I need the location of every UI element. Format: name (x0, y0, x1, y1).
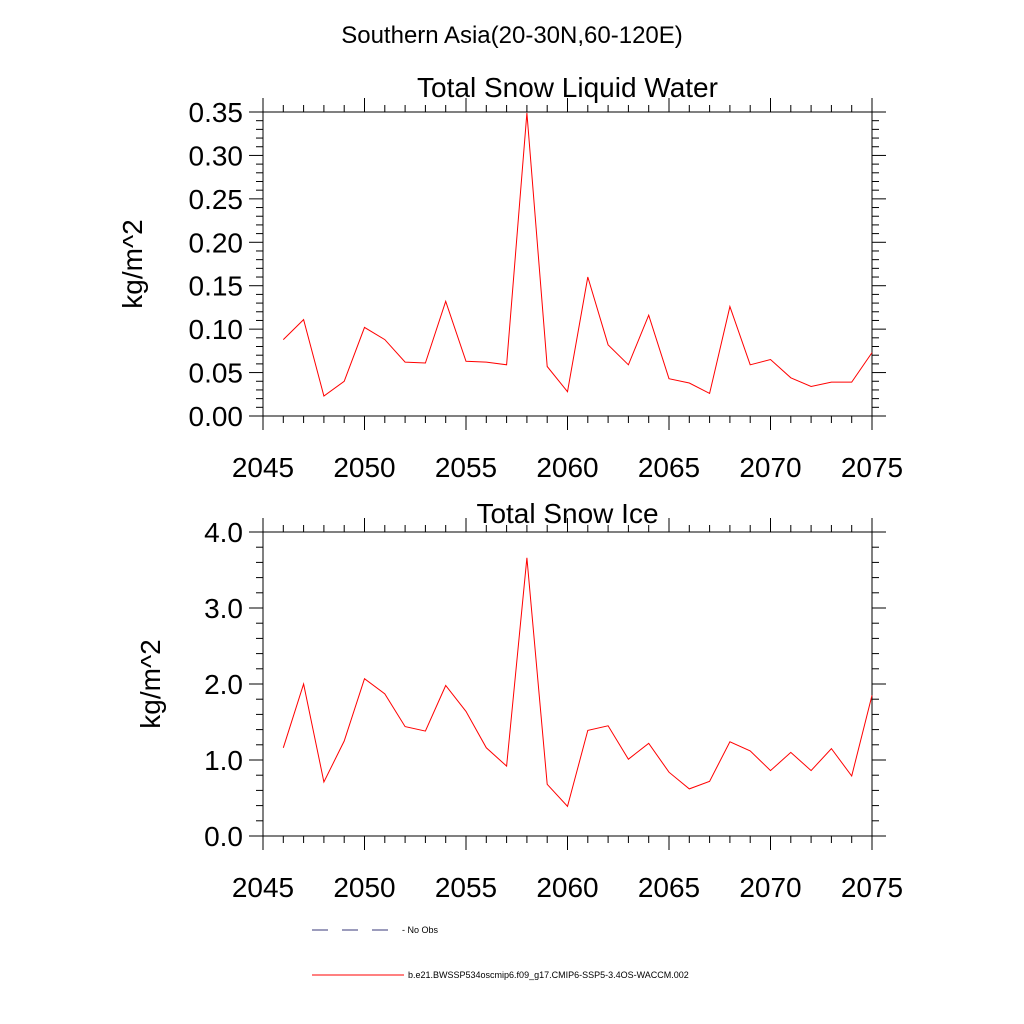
y-tick-label: 0.30 (189, 140, 244, 171)
series-line-0 (282, 112, 873, 397)
x-tick-label: 2045 (232, 872, 294, 903)
plot-frame (262, 111, 873, 417)
x-tick-label: 2065 (638, 452, 700, 483)
legend-label-model-run: b.e21.BWSSP534oscmip6.f09_g17.CMIP6-SSP5… (408, 970, 689, 980)
y-tick-label: 3.0 (204, 593, 243, 624)
x-tick-label: 2050 (333, 872, 395, 903)
y-tick-label: 4.0 (204, 517, 243, 548)
y-tick-label: 0.25 (189, 184, 244, 215)
legend: - No Obs b.e21.BWSSP534oscmip6.f09_g17.C… (312, 925, 689, 980)
y-tick-label: 2.0 (204, 669, 243, 700)
x-tick-label: 2060 (536, 452, 598, 483)
y-tick-label: 0.35 (189, 97, 244, 128)
series-line-0 (282, 557, 873, 808)
page-title: Southern Asia(20-30N,60-120E) (341, 22, 683, 49)
x-tick-label: 2045 (232, 452, 294, 483)
y-tick-label: 0.15 (189, 271, 244, 302)
y-tick-label: 0.20 (189, 227, 244, 258)
x-tick-label: 2070 (739, 452, 801, 483)
y-axis-label: kg/m^2 (117, 219, 148, 308)
x-tick-label: 2055 (435, 872, 497, 903)
y-tick-label: 0.00 (189, 401, 244, 432)
x-tick-label: 2060 (536, 872, 598, 903)
y-tick-label: 1.0 (204, 745, 243, 776)
y-tick-label: 0.10 (189, 314, 244, 345)
x-tick-label: 2065 (638, 872, 700, 903)
x-tick-label: 2055 (435, 452, 497, 483)
legend-label-no-obs: - No Obs (402, 925, 439, 935)
chart-title: Total Snow Liquid Water (417, 72, 718, 103)
y-tick-label: 0.05 (189, 358, 244, 389)
x-tick-label: 2050 (333, 452, 395, 483)
plot-frame (262, 531, 873, 837)
x-tick-label: 2075 (841, 872, 903, 903)
x-tick-label: 2075 (841, 452, 903, 483)
chart-panel-snow-liquid-water: Total Snow Liquid Water 2045 2050 2055 2060 2… (117, 72, 903, 483)
y-axis-label: kg/m^2 (135, 639, 166, 728)
y-tick-label: 0.0 (204, 821, 243, 852)
x-tick-label: 2070 (739, 872, 801, 903)
